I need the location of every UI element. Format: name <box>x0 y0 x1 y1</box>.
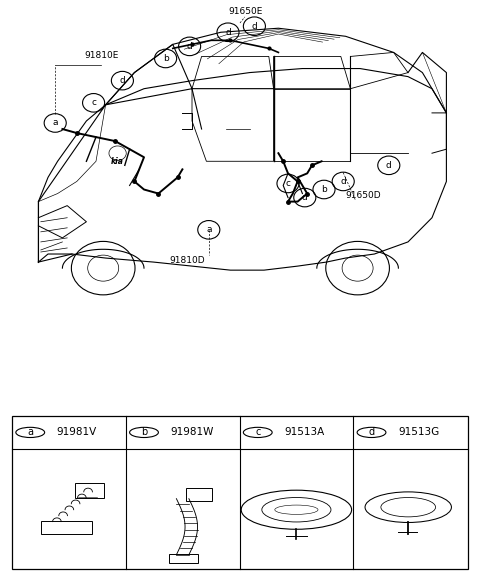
Text: d: d <box>187 42 192 51</box>
Text: b: b <box>321 185 327 194</box>
Text: d: d <box>369 427 374 437</box>
Text: a: a <box>27 427 33 437</box>
Text: d: d <box>302 193 308 202</box>
FancyBboxPatch shape <box>75 483 104 498</box>
FancyBboxPatch shape <box>12 416 468 569</box>
Text: a: a <box>206 225 212 234</box>
FancyBboxPatch shape <box>186 488 212 501</box>
FancyBboxPatch shape <box>169 554 199 563</box>
Text: 91981W: 91981W <box>170 427 214 437</box>
Text: b: b <box>163 54 168 63</box>
Text: d: d <box>340 177 346 186</box>
Text: d: d <box>252 22 257 31</box>
Text: 91650E: 91650E <box>228 7 263 16</box>
Text: a: a <box>52 119 58 127</box>
Text: 91513A: 91513A <box>284 427 324 437</box>
Text: 91513G: 91513G <box>398 427 439 437</box>
Text: kia: kia <box>111 157 124 166</box>
Text: 91810D: 91810D <box>169 256 205 265</box>
Text: d: d <box>120 76 125 85</box>
Text: 91981V: 91981V <box>57 427 97 437</box>
Text: d: d <box>386 161 392 170</box>
FancyBboxPatch shape <box>41 521 93 534</box>
Text: c: c <box>286 179 290 188</box>
Text: c: c <box>91 98 96 107</box>
Text: c: c <box>255 427 261 437</box>
Text: b: b <box>141 427 147 437</box>
Text: d: d <box>225 28 231 37</box>
Text: 91650D: 91650D <box>346 191 381 200</box>
Text: 91810E: 91810E <box>84 51 119 60</box>
